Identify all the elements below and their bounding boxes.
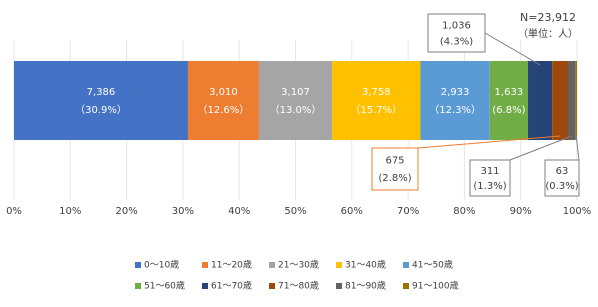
bar-segment [14, 61, 188, 140]
x-tick-label: 100% [563, 206, 592, 217]
data-label: (6.8%) [492, 105, 525, 116]
bar-segment [332, 61, 421, 140]
legend-label: 21～30歳 [278, 259, 319, 271]
legend-label: 91～100歳 [412, 280, 459, 292]
data-label: （13.0%） [270, 104, 322, 116]
annotation: （単位：人） [518, 27, 578, 40]
callout-box [371, 147, 419, 191]
bar-segment [552, 61, 568, 140]
x-tick-label: 0% [6, 206, 22, 217]
legend-label: 31～40歳 [345, 259, 386, 271]
x-tick-label: 70% [397, 206, 419, 217]
leader-line [509, 135, 572, 161]
legend-swatch [403, 283, 409, 289]
legend-label: 81～90歳 [345, 280, 386, 292]
legend-swatch [202, 262, 208, 268]
legend-swatch [336, 262, 342, 268]
legend-swatch [403, 262, 409, 268]
data-label: （15.7%） [350, 104, 402, 116]
data-label: 63 [556, 166, 569, 177]
x-tick-label: 50% [284, 206, 306, 217]
legend-swatch [202, 283, 208, 289]
data-label: （12.3%） [429, 104, 481, 116]
legend-swatch [269, 283, 275, 289]
data-label: (0.3%) [545, 181, 578, 192]
data-label: 3,010 [209, 87, 238, 98]
bar-segment [489, 61, 529, 140]
bar-segment [567, 61, 576, 140]
x-tick-label: 30% [172, 206, 194, 217]
legend-label: 0～10歳 [144, 259, 179, 271]
data-label: (2.8%) [378, 173, 411, 184]
x-tick-label: 10% [59, 206, 81, 217]
legend-label: 11～20歳 [211, 259, 252, 271]
bar-segment [528, 61, 553, 140]
bar-segment [258, 61, 333, 140]
legend-label: 71～80歳 [278, 280, 319, 292]
legend-label: 41～50歳 [412, 259, 453, 271]
legend-label: 61～70歳 [211, 280, 252, 292]
data-label: （12.6%） [198, 104, 250, 116]
legend-swatch [336, 283, 342, 289]
data-label: (1.3%) [473, 181, 506, 192]
leader-line [484, 32, 541, 66]
x-tick-label: 90% [510, 206, 532, 217]
bar-segment [187, 61, 259, 140]
data-label: 3,107 [281, 87, 310, 98]
leader-line [417, 135, 561, 149]
callout-box [427, 13, 486, 53]
legend-swatch [135, 262, 141, 268]
x-tick-label: 40% [228, 206, 250, 217]
x-tick-label: 20% [115, 206, 137, 217]
leader-line [575, 135, 580, 161]
data-label: 7,386 [87, 87, 116, 98]
legend-label: 51～60歳 [144, 280, 185, 292]
x-tick-label: 80% [453, 206, 475, 217]
data-label: (4.3%) [440, 36, 473, 47]
bar-segment [420, 61, 490, 140]
data-label: 1,036 [442, 20, 471, 31]
bar-segment [575, 61, 577, 140]
data-label: 3,758 [362, 87, 391, 98]
data-label: （30.9%） [75, 104, 127, 116]
callout-box [469, 159, 511, 197]
callout-box [544, 159, 580, 197]
data-label: 311 [480, 166, 499, 177]
data-label: 675 [385, 156, 404, 167]
data-label: 1,633 [495, 87, 524, 98]
data-label: 2,933 [441, 87, 470, 98]
legend-swatch [269, 262, 275, 268]
annotation: N=23,912 [520, 11, 576, 24]
x-tick-label: 60% [341, 206, 363, 217]
legend-swatch [135, 283, 141, 289]
